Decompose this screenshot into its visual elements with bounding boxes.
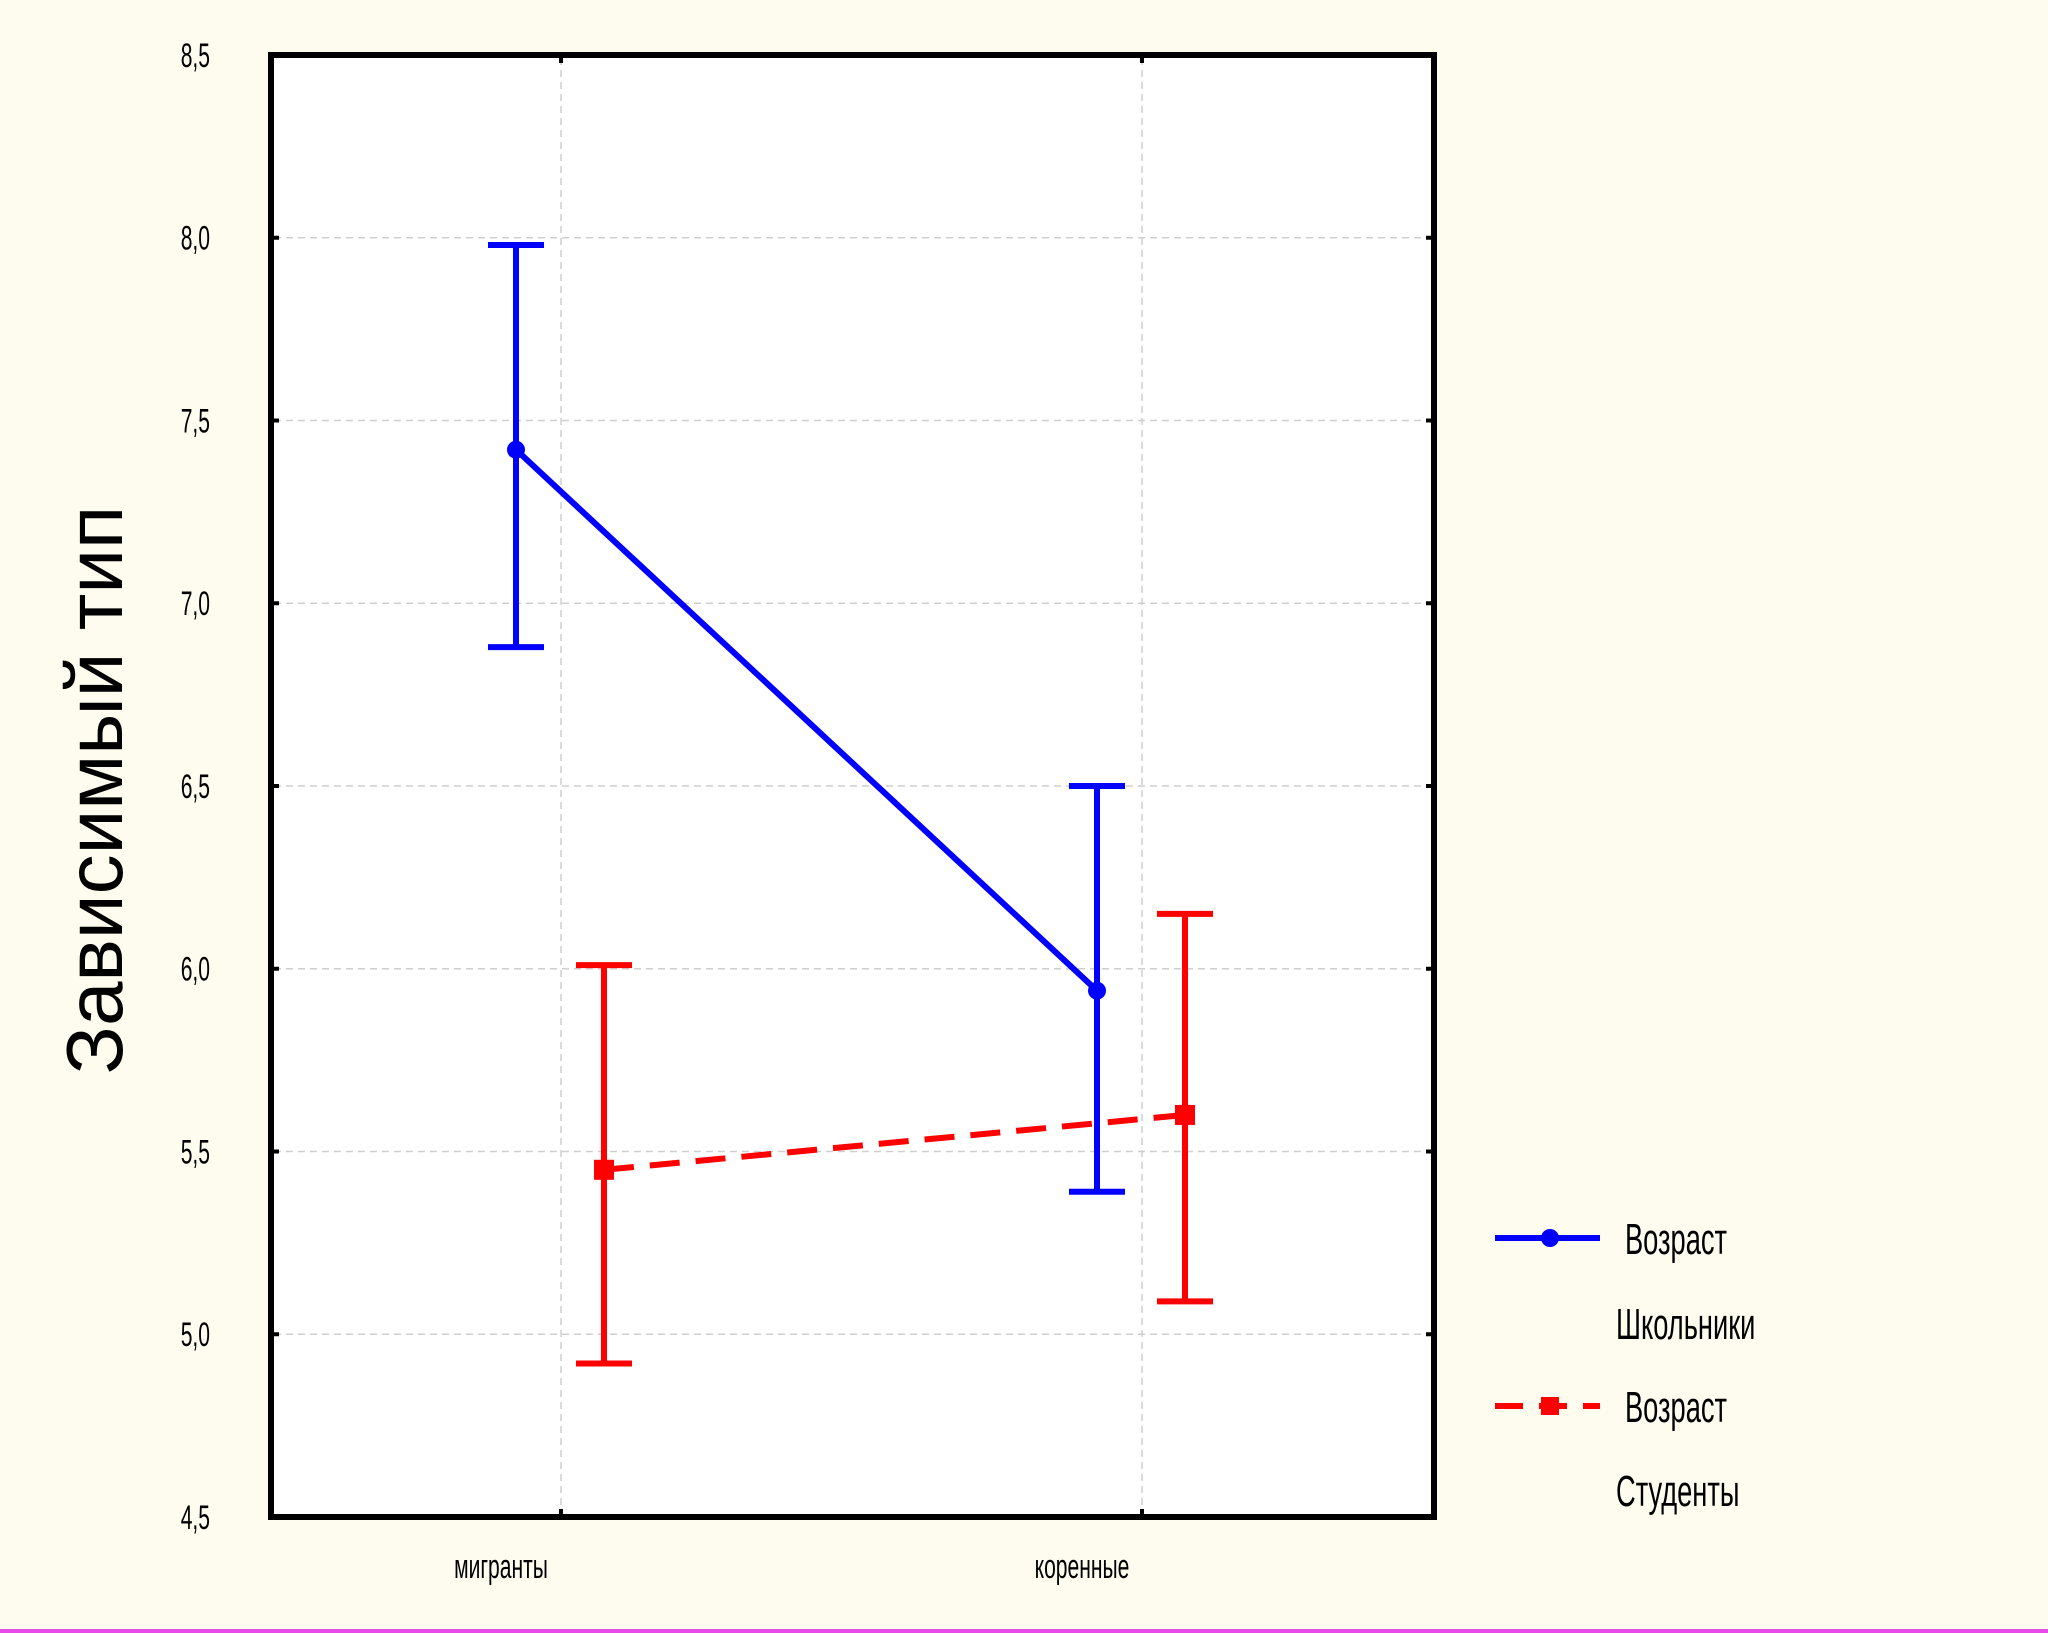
legend-entry-2: Возраст Студенты (1495, 1382, 1739, 1516)
legend: Возраст Школьники Возраст Студенты (1495, 1214, 1755, 1516)
legend-entry-1: Возраст Школьники (1495, 1214, 1755, 1349)
y-tick-label: 7,5 (181, 401, 210, 439)
legend-label: Школьники (1616, 1299, 1755, 1348)
x-tick-label: мигранты (454, 1547, 548, 1585)
y-tick-label: 6,5 (181, 767, 210, 805)
y-axis-tick-labels: 4,5 5,0 5,5 6,0 6,5 7,0 7,5 8,0 8,5 (181, 36, 210, 1536)
grid-lines-overlay (274, 58, 1431, 1514)
bottom-border (0, 1629, 2048, 1633)
legend-swatch-marker (1541, 1229, 1559, 1247)
data-point (507, 440, 525, 459)
y-tick-label: 6,0 (181, 949, 210, 987)
y-tick-label: 5,0 (181, 1315, 210, 1353)
x-axis-tick-labels: мигранты коренные (454, 1547, 1129, 1585)
y-tick-label: 5,5 (181, 1132, 210, 1170)
data-point (1088, 981, 1106, 1000)
data-point (594, 1159, 614, 1180)
y-axis-title: Зависимый тип (50, 506, 139, 1075)
y-tick-label: 4,5 (181, 1498, 210, 1536)
data-series (488, 242, 1213, 1367)
legend-label: Студенты (1616, 1466, 1739, 1515)
y-tick-label: 8,5 (181, 36, 210, 74)
y-tick-label: 7,0 (181, 584, 210, 622)
series-line (603, 1111, 1186, 1173)
series-1 (488, 242, 1125, 1195)
legend-title: Возраст (1625, 1214, 1727, 1263)
y-tick-label: 8,0 (181, 218, 210, 256)
axis-ticks (271, 53, 1434, 1519)
data-point (1175, 1104, 1195, 1125)
legend-swatch-marker (1541, 1397, 1559, 1415)
series-2 (576, 910, 1213, 1367)
legend-title: Возраст (1625, 1382, 1727, 1431)
series-line (513, 447, 1100, 993)
x-tick-label: коренные (1035, 1547, 1130, 1585)
